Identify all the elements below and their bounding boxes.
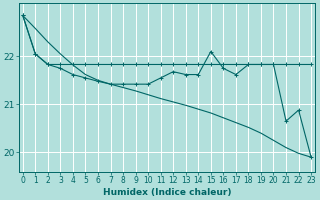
X-axis label: Humidex (Indice chaleur): Humidex (Indice chaleur) [103, 188, 231, 197]
